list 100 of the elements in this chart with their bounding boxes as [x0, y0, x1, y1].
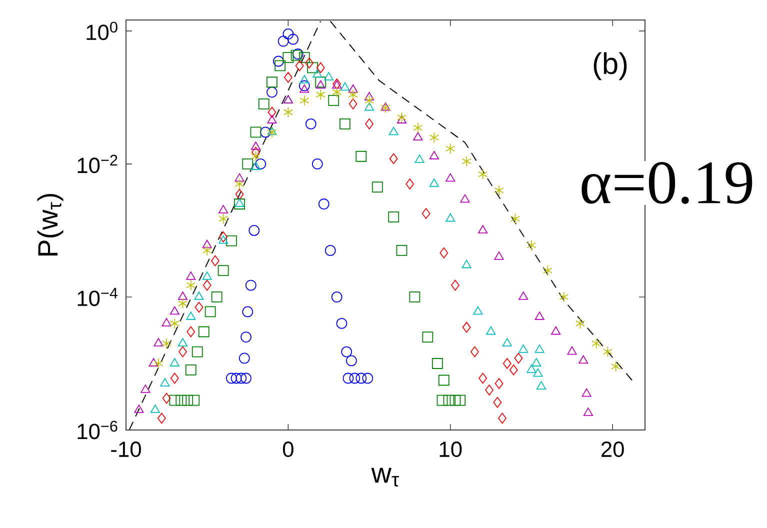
- point: [274, 60, 286, 72]
- point: [473, 306, 483, 315]
- point: [450, 394, 461, 406]
- point: [169, 394, 180, 406]
- point: [305, 118, 316, 130]
- point: [202, 240, 212, 248]
- point: [282, 52, 294, 63]
- point: [176, 394, 187, 406]
- point: [157, 412, 166, 424]
- point: [178, 338, 188, 346]
- point: [575, 318, 585, 329]
- point: [422, 332, 434, 342]
- point: [211, 255, 220, 266]
- point: [578, 355, 588, 364]
- point: [470, 346, 479, 358]
- point: [234, 173, 244, 182]
- point: [154, 358, 164, 369]
- point: [567, 346, 577, 355]
- point: [312, 69, 322, 78]
- point: [413, 132, 423, 140]
- point: [218, 265, 229, 276]
- point: [202, 245, 212, 256]
- point: [250, 142, 261, 150]
- point: [266, 76, 278, 88]
- point: [300, 84, 310, 93]
- point: [282, 28, 294, 40]
- point: [318, 198, 330, 210]
- x-tick-label: -10: [111, 442, 141, 458]
- point: [150, 404, 160, 413]
- point: [186, 312, 196, 320]
- point: [406, 178, 414, 190]
- annotation: α=0.19: [582, 162, 752, 204]
- point: [331, 292, 342, 302]
- point: [346, 355, 357, 366]
- point: [332, 86, 342, 98]
- point: [324, 245, 336, 256]
- point: [362, 372, 374, 384]
- x-tick-label: 0: [282, 442, 294, 458]
- x-tick-label: 20: [601, 442, 624, 458]
- point: [266, 86, 278, 98]
- point: [252, 146, 260, 158]
- point: [336, 318, 348, 329]
- point: [526, 364, 536, 373]
- point: [295, 60, 304, 72]
- point: [592, 338, 602, 349]
- point: [443, 394, 454, 406]
- point: [278, 36, 289, 47]
- point: [342, 372, 354, 384]
- point: [267, 115, 277, 124]
- point: [509, 364, 518, 376]
- point: [250, 126, 262, 138]
- y-tick-label: 10$^{−6}$: [78, 420, 118, 440]
- point: [396, 115, 406, 124]
- point: [182, 394, 194, 406]
- point: [202, 280, 212, 291]
- point: [478, 225, 488, 234]
- point: [234, 198, 244, 207]
- point: [582, 388, 592, 397]
- point: [414, 154, 424, 163]
- point: [462, 260, 472, 268]
- point: [192, 346, 203, 358]
- point: [451, 280, 460, 291]
- point: [389, 153, 398, 164]
- point: [536, 381, 546, 390]
- point: [460, 194, 470, 203]
- point: [194, 302, 204, 313]
- point: [422, 208, 430, 219]
- point: [429, 150, 439, 160]
- point: [160, 378, 170, 386]
- point: [396, 245, 408, 256]
- point: [245, 280, 256, 291]
- point: [250, 150, 261, 162]
- point: [273, 56, 284, 67]
- point: [348, 89, 358, 100]
- point: [238, 352, 250, 364]
- y-axis-title: P(w$_{τ}$): [37, 194, 64, 256]
- point: [300, 95, 310, 106]
- point: [235, 188, 244, 200]
- point: [388, 126, 398, 136]
- point: [409, 292, 420, 302]
- point: [240, 332, 252, 342]
- point: [364, 95, 374, 106]
- point: [341, 346, 352, 358]
- point: [388, 211, 400, 222]
- point: [502, 358, 512, 369]
- point: [518, 292, 528, 300]
- point: [267, 126, 277, 136]
- point: [356, 150, 367, 162]
- point: [316, 62, 325, 74]
- x-tick-label: 10: [440, 442, 462, 458]
- point: [162, 392, 171, 404]
- point: [234, 198, 245, 210]
- point: [218, 213, 228, 224]
- point: [498, 412, 506, 424]
- point: [493, 396, 502, 408]
- point: [255, 158, 266, 170]
- point: [268, 106, 276, 118]
- point: [170, 358, 180, 366]
- point: [485, 384, 494, 396]
- point: [170, 318, 180, 329]
